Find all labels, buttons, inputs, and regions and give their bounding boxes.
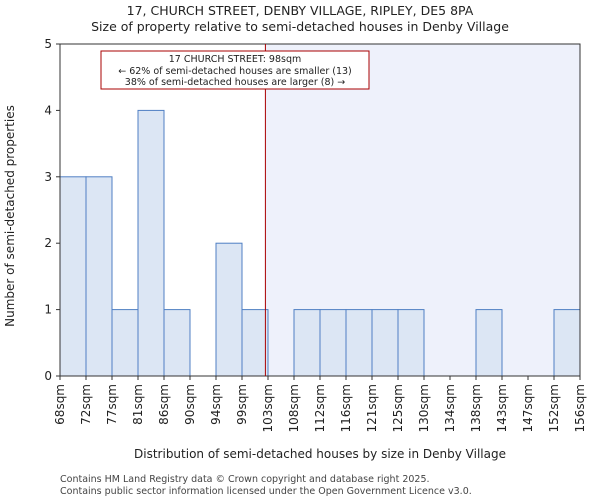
bar-152sqm bbox=[553, 309, 581, 377]
y-tick-label: 0 bbox=[44, 369, 52, 383]
x-tick-label: 138sqm bbox=[469, 384, 483, 432]
x-tick-label: 125sqm bbox=[391, 384, 405, 432]
x-tick-label: 94sqm bbox=[209, 384, 223, 425]
x-tick-label: 99sqm bbox=[235, 384, 249, 425]
annotation-box bbox=[100, 50, 370, 90]
x-tick-label: 116sqm bbox=[339, 384, 353, 432]
y-tick-label: 5 bbox=[44, 37, 52, 51]
bar-77sqm bbox=[111, 309, 139, 377]
x-tick-label: 130sqm bbox=[417, 384, 431, 432]
bar-94sqm bbox=[215, 242, 243, 377]
x-tick-label: 152sqm bbox=[547, 384, 561, 432]
bar-108sqm bbox=[293, 309, 321, 377]
x-tick-label: 86sqm bbox=[157, 384, 171, 425]
chart-title: 17, CHURCH STREET, DENBY VILLAGE, RIPLEY… bbox=[127, 3, 474, 18]
x-tick-label: 108sqm bbox=[287, 384, 301, 432]
plot-frame bbox=[59, 43, 581, 377]
x-tick-label: 72sqm bbox=[79, 384, 93, 425]
x-tick-label: 156sqm bbox=[573, 384, 587, 432]
x-tick-label: 68sqm bbox=[53, 384, 67, 425]
x-tick-label: 112sqm bbox=[313, 384, 327, 432]
x-tick-label: 103sqm bbox=[261, 384, 275, 432]
bar-81sqm bbox=[137, 109, 165, 377]
x-tick-label: 143sqm bbox=[495, 384, 509, 432]
footer-line-2: Contains public sector information licen… bbox=[60, 486, 472, 497]
y-axis-label: Number of semi-detached properties bbox=[3, 105, 17, 327]
annotation-line-3: 38% of semi-detached houses are larger (… bbox=[125, 77, 345, 88]
annotation-line-1: 17 CHURCH STREET: 98sqm bbox=[169, 54, 302, 65]
footer-line-1: Contains HM Land Registry data © Crown c… bbox=[60, 474, 430, 485]
bar-99sqm bbox=[241, 309, 269, 377]
chart-subtitle: Size of property relative to semi-detach… bbox=[91, 19, 509, 34]
x-axis-label: Distribution of semi-detached houses by … bbox=[134, 447, 506, 461]
x-tick-label: 81sqm bbox=[131, 384, 145, 425]
x-tick-label: 77sqm bbox=[105, 384, 119, 425]
bar-68sqm bbox=[59, 176, 87, 377]
x-tick-label: 147sqm bbox=[521, 384, 535, 432]
bar-121sqm bbox=[371, 309, 399, 377]
bar-112sqm bbox=[319, 309, 347, 377]
y-tick-label: 4 bbox=[44, 103, 52, 117]
y-tick-label: 3 bbox=[44, 170, 52, 184]
bar-138sqm bbox=[475, 309, 503, 377]
bar-116sqm bbox=[345, 309, 373, 377]
bar-86sqm bbox=[163, 309, 191, 377]
y-tick-label: 2 bbox=[44, 236, 52, 250]
x-tick-label: 90sqm bbox=[183, 384, 197, 425]
y-tick-label: 1 bbox=[44, 303, 52, 317]
annotation-line-2: ← 62% of semi-detached houses are smalle… bbox=[118, 66, 352, 77]
x-tick-label: 121sqm bbox=[365, 384, 379, 432]
bar-72sqm bbox=[85, 176, 113, 377]
bar-125sqm bbox=[397, 309, 425, 377]
x-tick-label: 134sqm bbox=[443, 384, 457, 432]
